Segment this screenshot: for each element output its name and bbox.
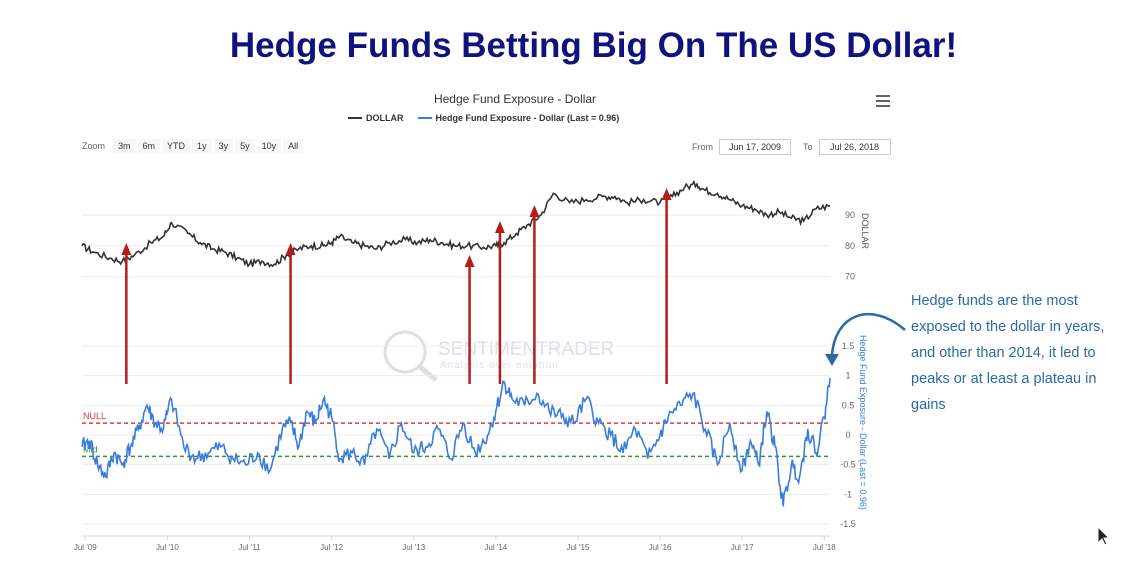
red-arrowhead-5 xyxy=(661,188,672,200)
chart-title: Hedge Fund Exposure - Dollar xyxy=(433,92,597,106)
zoom-button-5y[interactable]: 5y xyxy=(235,139,255,153)
exposure-series-line xyxy=(81,377,831,507)
x-tick-label-3: Jul '12 xyxy=(320,543,343,552)
x-tick-label-1: Jul '10 xyxy=(156,543,179,552)
zoom-button-6m[interactable]: 6m xyxy=(137,139,161,153)
x-tick-label-9: Jul '18 xyxy=(813,543,836,552)
bottom-ytick-label-3: 0 xyxy=(845,430,850,440)
from-date-input[interactable] xyxy=(719,139,791,155)
headline: Hedge Funds Betting Big On The US Dollar… xyxy=(0,26,1123,66)
x-tick-label-8: Jul '17 xyxy=(731,543,754,552)
top-ytick-label-1: 80 xyxy=(845,241,855,251)
x-tick-label-7: Jul '16 xyxy=(649,543,672,552)
mouse-cursor-icon xyxy=(1097,526,1111,546)
menu-bar-top xyxy=(876,95,890,97)
dollar-series-line xyxy=(81,179,831,268)
annotation-arrow xyxy=(825,313,906,366)
date-range-bar: From To xyxy=(692,139,891,155)
from-label: From xyxy=(692,142,713,152)
zoom-button-3m[interactable]: 3m xyxy=(113,139,136,153)
bottom-ytick-label-4: -0.5 xyxy=(840,460,856,470)
bottom-ytick-label-0: 1.5 xyxy=(842,341,855,351)
bottom-ytick-label-5: -1 xyxy=(844,489,852,499)
zoom-button-1y[interactable]: 1y xyxy=(192,139,212,153)
x-tick-label-0: Jul '09 xyxy=(74,543,97,552)
bottom-ytick-label-6: -1.5 xyxy=(840,519,856,529)
to-date-input[interactable] xyxy=(818,139,891,155)
red-arrowhead-1 xyxy=(285,243,296,255)
reference-line-label-1: Mid xyxy=(83,444,98,454)
zoom-label: Zoom xyxy=(82,141,106,151)
menu-bar-middle xyxy=(876,100,890,102)
x-tick-label-4: Jul '13 xyxy=(402,543,425,552)
zoom-bar: Zoom 3m 6m YTD 1y 3y 5y 10y All xyxy=(82,139,304,153)
x-tick-label-5: Jul '14 xyxy=(484,543,507,552)
reference-line-label-0: NULL xyxy=(83,411,106,421)
top-ytick-label-0: 70 xyxy=(845,272,855,282)
legend-item-exposure[interactable]: Hedge Fund Exposure - Dollar (Last = 0.9… xyxy=(417,113,620,123)
zoom-button-ytd[interactable]: YTD xyxy=(162,139,191,153)
watermark-name: SENTIMENTRADER xyxy=(438,339,614,360)
annotation-curve xyxy=(830,313,906,356)
hamburger-menu-icon[interactable] xyxy=(876,95,890,107)
zoom-button-10y[interactable]: 10y xyxy=(256,139,282,153)
legend-swatch-exposure xyxy=(417,117,432,119)
red-arrowhead-3 xyxy=(494,221,505,233)
menu-bar-bottom xyxy=(876,105,890,107)
watermark-logo-icon xyxy=(383,330,427,374)
series-layer xyxy=(81,179,831,507)
red-arrowhead-2 xyxy=(464,255,475,267)
annotation-text: Hedge funds are the most exposed to the … xyxy=(911,293,1105,413)
reference-lines: NULL Mid xyxy=(82,411,830,458)
watermark-logo-handle xyxy=(418,365,438,382)
bottom-ytick-label-1: 1 xyxy=(845,371,850,381)
legend-label-dollar: DOLLAR xyxy=(366,113,404,123)
arrows-layer xyxy=(121,188,672,384)
legend-item-dollar[interactable]: DOLLAR xyxy=(348,113,404,123)
bottom-panel-axis-title: Hedge Fund Exposure - Dollar (Last = 0.9… xyxy=(858,335,868,510)
top-ytick-label-2: 90 xyxy=(845,210,855,220)
zoom-button-all[interactable]: All xyxy=(283,139,304,153)
to-label: To xyxy=(803,142,813,152)
chart-legend: DOLLAR Hedge Fund Exposure - Dollar (Las… xyxy=(348,113,619,123)
x-tick-label-2: Jul '11 xyxy=(238,543,261,552)
bottom-panel-gridlines xyxy=(82,345,830,525)
x-tick-label-6: Jul '15 xyxy=(566,543,589,552)
top-panel-axis-title: DOLLAR xyxy=(860,213,870,250)
legend-swatch-dollar xyxy=(348,117,362,119)
red-arrowhead-0 xyxy=(121,243,132,255)
legend-label-exposure: Hedge Fund Exposure - Dollar (Last = 0.9… xyxy=(435,113,620,123)
red-arrowhead-4 xyxy=(529,205,540,217)
annotation-arrowhead xyxy=(825,354,839,366)
bottom-ytick-label-2: 0.5 xyxy=(842,400,855,410)
zoom-button-3y[interactable]: 3y xyxy=(213,139,234,153)
headline-text: Hedge Funds Betting Big On The US Dollar… xyxy=(229,26,958,65)
